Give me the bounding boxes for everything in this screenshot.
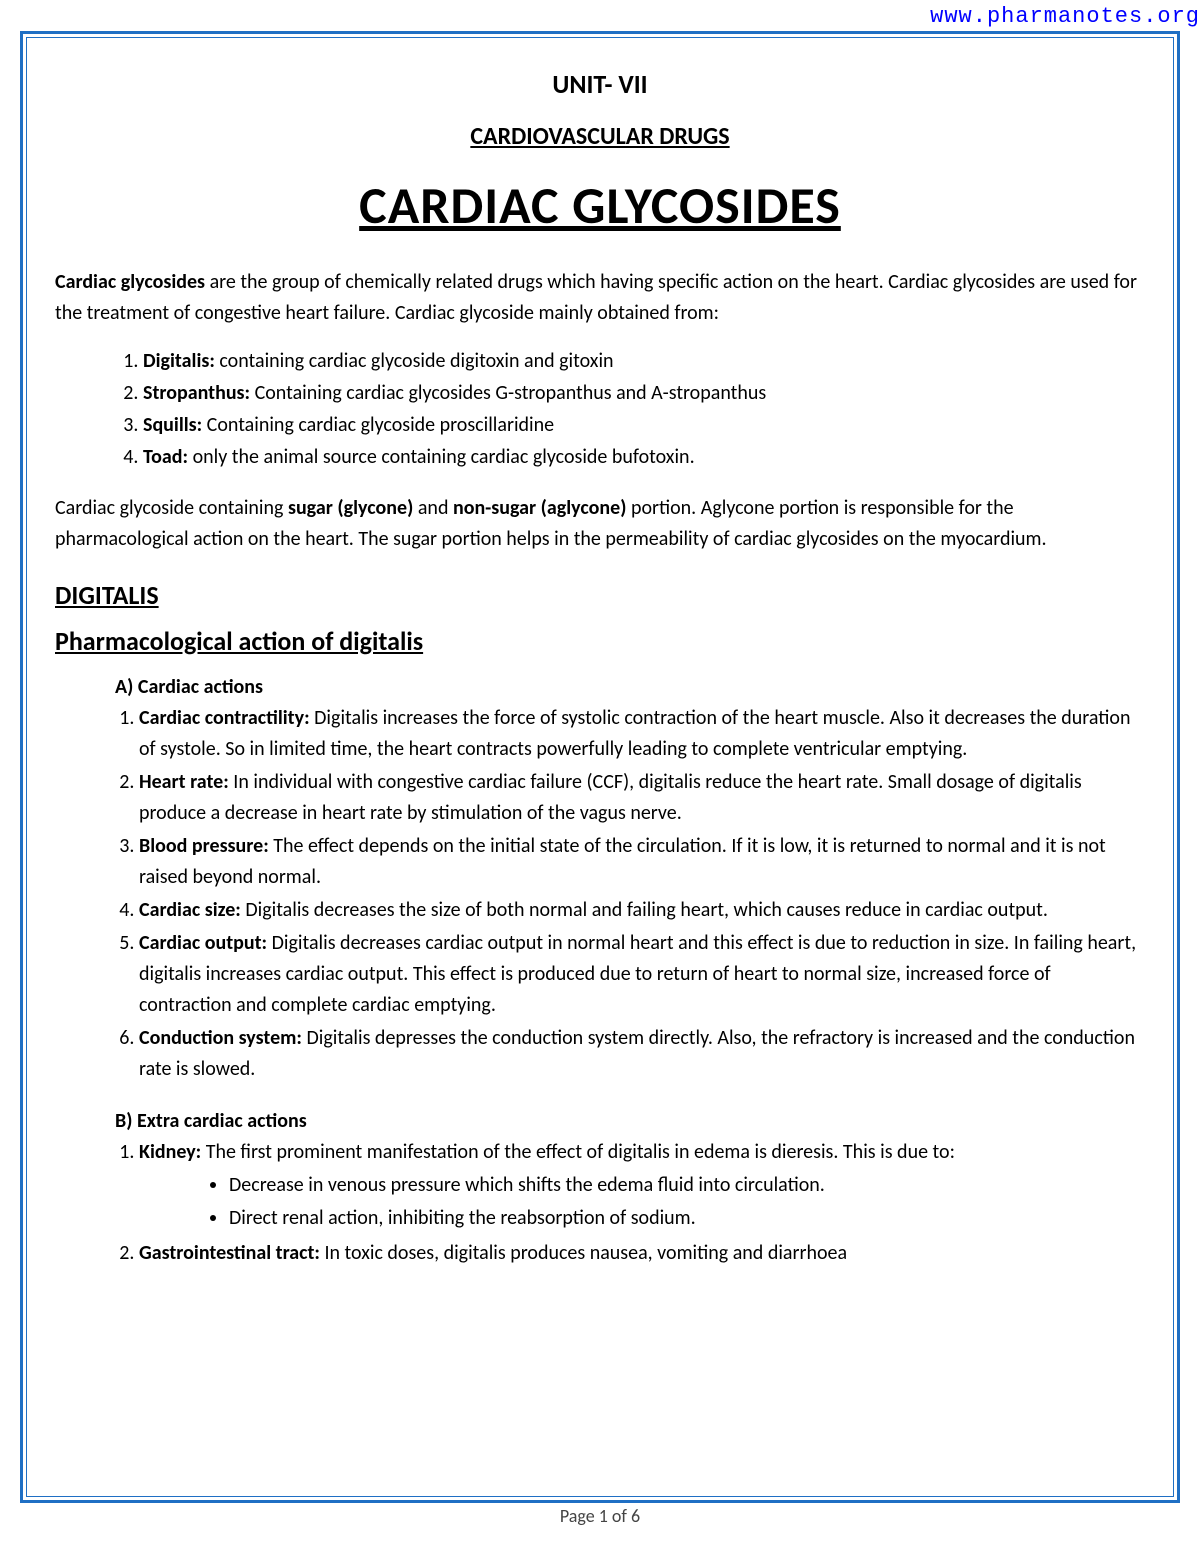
list-item: Toad: only the animal source containing … [143, 441, 1145, 473]
item-name: Gastrointestinal tract: [139, 1241, 320, 1265]
section-title: CARDIOVASCULAR DRUGS [55, 122, 1145, 151]
intro-lead-rest: are the group of chemically related drug… [55, 270, 1137, 325]
item-desc: The effect depends on the initial state … [139, 834, 1106, 889]
item-name: Kidney: [139, 1140, 201, 1164]
item-desc: In individual with congestive cardiac fa… [139, 770, 1082, 825]
list-item: Heart rate: In individual with congestiv… [139, 767, 1145, 829]
text-bold: sugar (glycone) [288, 496, 413, 520]
source-name: Digitalis: [143, 349, 215, 373]
item-desc: Digitalis decreases the size of both nor… [241, 898, 1048, 922]
text-run: and [413, 496, 453, 520]
source-desc: Containing cardiac glycosides G-stropant… [250, 381, 766, 405]
bullet-item: Direct renal action, inhibiting the reab… [229, 1203, 1145, 1234]
pharmacological-heading: Pharmacological action of digitalis [55, 625, 1145, 657]
intro-paragraph: Cardiac glycosides are the group of chem… [55, 267, 1145, 329]
sources-list: Digitalis: containing cardiac glycoside … [55, 345, 1145, 473]
list-item: Stropanthus: Containing cardiac glycosid… [143, 377, 1145, 409]
source-url: www.pharmanotes.org [0, 0, 1200, 31]
item-name: Cardiac contractility: [139, 706, 310, 730]
source-desc: only the animal source containing cardia… [188, 445, 695, 469]
section-b-label: B) Extra cardiac actions [55, 1109, 1145, 1133]
list-item: Blood pressure: The effect depends on th… [139, 831, 1145, 893]
list-item: Digitalis: containing cardiac glycoside … [143, 345, 1145, 377]
page-footer: Page 1 of 6 [0, 1505, 1200, 1527]
source-name: Squills: [143, 413, 202, 437]
bullet-item: Decrease in venous pressure which shifts… [229, 1170, 1145, 1201]
item-desc: The first prominent manifestation of the… [201, 1140, 955, 1164]
item-desc: In toxic doses, digitalis produces nause… [320, 1241, 847, 1265]
extra-cardiac-list: Kidney: The first prominent manifestatio… [55, 1137, 1145, 1269]
cardiac-actions-list: Cardiac contractility: Digitalis increas… [55, 703, 1145, 1085]
list-item: Kidney: The first prominent manifestatio… [139, 1137, 1145, 1234]
list-item: Squills: Containing cardiac glycoside pr… [143, 409, 1145, 441]
intro-lead-bold: Cardiac glycosides [55, 270, 205, 294]
page-border-outer: UNIT- VII CARDIOVASCULAR DRUGS CARDIAC G… [20, 31, 1180, 1503]
list-item: Conduction system: Digitalis depresses t… [139, 1023, 1145, 1085]
text-bold: non-sugar (aglycone) [453, 496, 626, 520]
kidney-bullets: Decrease in venous pressure which shifts… [139, 1170, 1145, 1234]
list-item: Gastrointestinal tract: In toxic doses, … [139, 1238, 1145, 1269]
list-item: Cardiac output: Digitalis decreases card… [139, 928, 1145, 1021]
source-desc: containing cardiac glycoside digitoxin a… [215, 349, 614, 373]
item-name: Blood pressure: [139, 834, 269, 858]
unit-title: UNIT- VII [55, 68, 1145, 100]
item-name: Cardiac output: [139, 931, 267, 955]
item-name: Cardiac size: [139, 898, 241, 922]
digitalis-heading: DIGITALIS [55, 579, 1145, 611]
composition-paragraph: Cardiac glycoside containing sugar (glyc… [55, 493, 1145, 555]
source-name: Stropanthus: [143, 381, 250, 405]
item-name: Heart rate: [139, 770, 229, 794]
section-a-label: A) Cardiac actions [55, 675, 1145, 699]
text-run: Cardiac glycoside containing [55, 496, 288, 520]
source-name: Toad: [143, 445, 188, 469]
item-desc: Digitalis decreases cardiac output in no… [139, 931, 1136, 1017]
page-border-inner: UNIT- VII CARDIOVASCULAR DRUGS CARDIAC G… [26, 37, 1174, 1497]
list-item: Cardiac contractility: Digitalis increas… [139, 703, 1145, 765]
main-title: CARDIAC GLYCOSIDES [55, 173, 1145, 237]
item-name: Conduction system: [139, 1026, 302, 1050]
source-desc: Containing cardiac glycoside proscillari… [202, 413, 554, 437]
list-item: Cardiac size: Digitalis decreases the si… [139, 895, 1145, 926]
